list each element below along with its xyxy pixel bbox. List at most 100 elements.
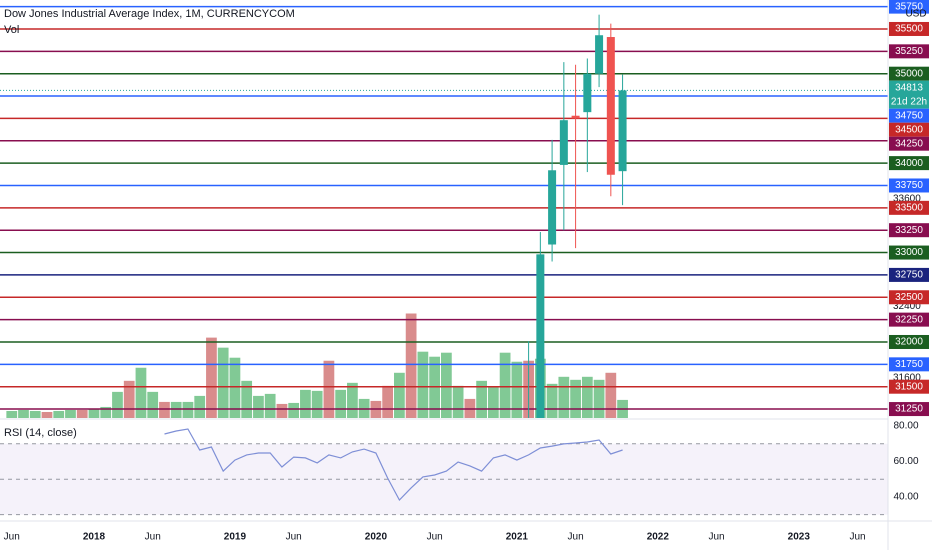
candle-body — [595, 35, 604, 74]
level-tag — [889, 334, 929, 349]
candle-body — [571, 115, 580, 119]
level-tag — [889, 402, 929, 417]
volume-bar — [558, 376, 570, 418]
y-tick-label: 31600 — [893, 372, 921, 383]
level-tag — [889, 379, 929, 394]
level-label: 31750 — [895, 359, 923, 370]
last-price-tag — [889, 80, 929, 109]
volume-bar — [499, 352, 511, 418]
volume-bar — [112, 391, 123, 418]
y-tick-label: 33600 — [893, 194, 921, 205]
last-price-label: 34813 — [895, 82, 923, 93]
volume-bar — [511, 361, 523, 418]
x-tick-label: 2018 — [83, 532, 106, 543]
level-tag — [889, 312, 929, 327]
volume-bar — [182, 401, 194, 418]
volume-bar — [300, 389, 311, 418]
level-tag — [889, 108, 929, 123]
price-pane — [0, 5, 888, 418]
level-label: 32500 — [895, 292, 923, 303]
level-label: 34500 — [895, 124, 923, 135]
level-label: 35000 — [895, 68, 923, 79]
volume-bar — [311, 390, 323, 418]
x-tick-label: Jun — [145, 532, 161, 543]
volume-bar — [382, 385, 394, 418]
volume-bar — [206, 337, 217, 418]
volume-bar — [18, 409, 29, 418]
x-tick-label: Jun — [427, 532, 443, 543]
volume-bar — [452, 385, 464, 418]
volume-bar — [570, 379, 581, 418]
level-label: 33750 — [895, 180, 923, 191]
volume-bar — [65, 409, 76, 418]
rsi-line — [164, 428, 623, 502]
volume-bar — [6, 410, 18, 418]
volume-bar — [394, 372, 405, 418]
level-label: 35750 — [895, 1, 923, 12]
y-tick-label: 32400 — [893, 301, 921, 312]
level-label: 33500 — [895, 202, 923, 213]
volume-label: Vol — [4, 24, 19, 36]
level-tag — [889, 357, 929, 372]
level-tag — [889, 200, 929, 215]
currency: USD — [905, 9, 926, 20]
volume-bar — [476, 380, 487, 418]
rsi-tick-label: 60.00 — [893, 456, 918, 467]
level-tag — [889, 245, 929, 260]
level-label: 32000 — [895, 337, 923, 348]
volume-bar — [135, 367, 147, 418]
price-labels: 35750 35500 35250 35000 34813 21d 22h 34750 345… — [889, 0, 929, 417]
volume-bar — [264, 393, 276, 418]
candle-body — [536, 254, 545, 418]
x-tick-label: Jun — [568, 532, 584, 543]
x-tick-label: 2022 — [647, 532, 670, 543]
rsi-label: RSI (14, close) — [4, 427, 77, 439]
x-tick-label: 2020 — [365, 532, 388, 543]
x-tick-label: Jun — [708, 532, 724, 543]
chart-title: Dow Jones Industrial Average Index, 1M, … — [4, 8, 295, 20]
level-tag — [889, 156, 929, 171]
x-tick-label: Jun — [4, 532, 20, 543]
level-label: 33250 — [895, 225, 923, 236]
level-label: 31500 — [895, 381, 923, 392]
volume-bar — [288, 402, 300, 418]
level-tag — [889, 267, 929, 282]
candle-body — [548, 170, 557, 245]
volume-bar — [241, 380, 253, 418]
candle-body — [559, 120, 568, 165]
x-tick-label: 2019 — [224, 532, 247, 543]
level-tag — [889, 21, 929, 36]
volume-bar — [487, 386, 499, 418]
level-tag — [889, 223, 929, 238]
volume-bar — [123, 380, 135, 418]
x-tick-label: Jun — [849, 532, 865, 543]
level-tag — [889, 44, 929, 59]
level-label: 33000 — [895, 247, 923, 258]
candle-body — [618, 90, 627, 172]
volume-bar — [170, 401, 182, 418]
volume-bar — [147, 391, 159, 418]
volume-bar — [53, 410, 65, 418]
candle-body — [606, 37, 615, 175]
level-tag — [889, 0, 929, 14]
volume-bar — [593, 379, 605, 418]
volume-bar — [605, 372, 617, 418]
level-tag — [889, 136, 929, 151]
volume-bar — [194, 395, 206, 418]
level-label: 35250 — [895, 46, 923, 57]
x-tick-label: 2021 — [506, 532, 529, 543]
level-tag — [889, 178, 929, 193]
volume-bar — [217, 347, 229, 418]
level-label: 34250 — [895, 138, 923, 149]
volume-bar — [159, 401, 170, 418]
axes: 33600 32400 31600 80.00 60.00 40.00 Jun 2018 Jun… — [4, 194, 922, 543]
volume-bar — [347, 382, 358, 418]
volume-bar — [546, 383, 558, 418]
level-tag — [889, 66, 929, 81]
volume-bar — [335, 389, 347, 418]
rsi-tick-label: 80.00 — [893, 421, 918, 432]
level-tag — [889, 290, 929, 305]
level-label: 35500 — [895, 24, 923, 35]
rsi-tick-label: 40.00 — [893, 492, 918, 503]
level-label: 31250 — [895, 404, 923, 415]
